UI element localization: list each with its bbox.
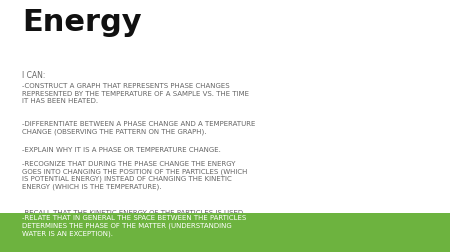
Text: -RECOGNIZE THAT DURING THE PHASE CHANGE THE ENERGY
GOES INTO CHANGING THE POSITI: -RECOGNIZE THAT DURING THE PHASE CHANGE … <box>22 160 248 190</box>
Text: -RECALL THAT THE KINETIC ENERGY OF THE PARTICLES IS USED
TO BREAK THE ATTRACTIVE: -RECALL THAT THE KINETIC ENERGY OF THE P… <box>22 210 243 223</box>
Text: -RELATE THAT IN GENERAL THE SPACE BETWEEN THE PARTICLES
DETERMINES THE PHASE OF : -RELATE THAT IN GENERAL THE SPACE BETWEE… <box>22 214 247 236</box>
Bar <box>0 213 450 252</box>
Text: -RECOGNIZE THAT A SUBSTANCE MELTS OR BOILS DEPENDING ON
THE KINETIC ENERGY AS PA: -RECOGNIZE THAT A SUBSTANCE MELTS OR BOI… <box>22 235 252 252</box>
Text: -EXPLAIN WHY IT IS A PHASE OR TEMPERATURE CHANGE.: -EXPLAIN WHY IT IS A PHASE OR TEMPERATUR… <box>22 146 221 152</box>
Text: -DIFFERENTIATE BETWEEN A PHASE CHANGE AND A TEMPERATURE
CHANGE (OBSERVING THE PA: -DIFFERENTIATE BETWEEN A PHASE CHANGE AN… <box>22 121 256 134</box>
Text: Energy: Energy <box>22 8 142 37</box>
Text: I CAN:: I CAN: <box>22 71 46 80</box>
Text: -CONSTRUCT A GRAPH THAT REPRESENTS PHASE CHANGES
REPRESENTED BY THE TEMPERATURE : -CONSTRUCT A GRAPH THAT REPRESENTS PHASE… <box>22 83 249 104</box>
